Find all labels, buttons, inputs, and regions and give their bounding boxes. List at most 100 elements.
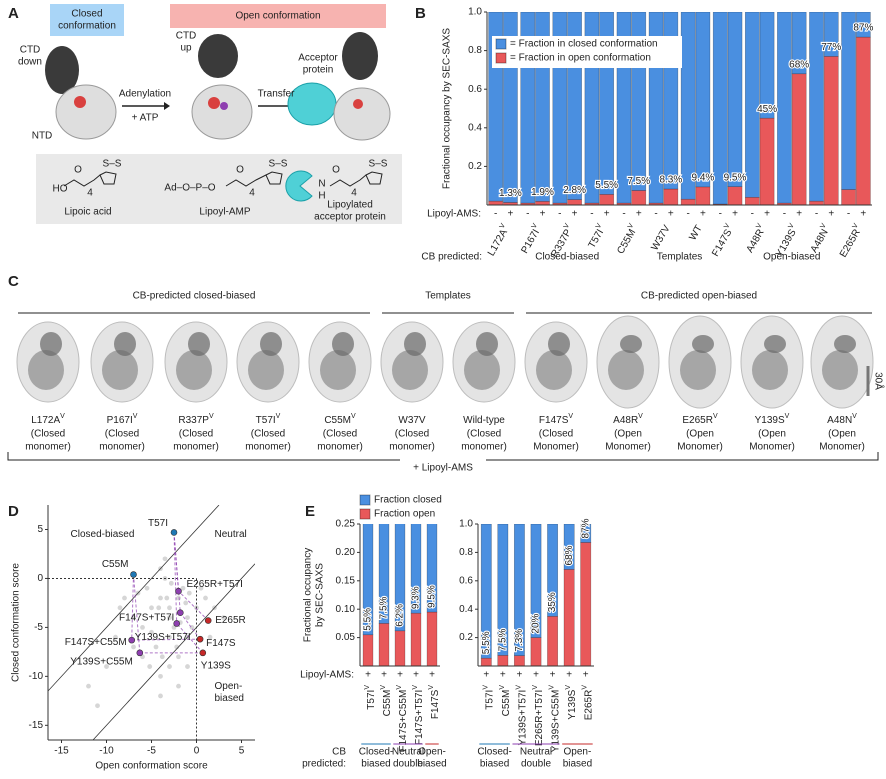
model-name-name: Y139S [755, 415, 785, 426]
group-label-sup: V [627, 222, 636, 230]
model-name: W37V [398, 415, 426, 426]
labeled-point [128, 636, 135, 644]
background-point [158, 595, 163, 601]
model-state: (Open [758, 429, 786, 440]
domain-label: CTD [176, 31, 197, 42]
region-boundary [92, 563, 255, 740]
treatment-sign: + [381, 670, 387, 681]
bar-segment [695, 186, 711, 205]
model-state: (Closed [179, 429, 213, 440]
bar-segment [759, 12, 775, 119]
bar-segment [378, 623, 390, 666]
mutation-link [131, 574, 134, 641]
model-state: (Closed [31, 429, 65, 440]
background-point [167, 664, 172, 669]
model-name: A48NV [827, 413, 857, 426]
value-label: 7.5% [627, 176, 650, 187]
labeled-point [173, 620, 180, 627]
legend-swatch [495, 52, 507, 64]
background-point [176, 654, 181, 660]
background-point [176, 595, 181, 601]
background-point [162, 556, 168, 562]
molecule-name: acceptor protein [314, 212, 386, 223]
model-name-name: E265R [682, 415, 713, 426]
category-label-name: T57I [366, 690, 377, 710]
bar-segment [855, 12, 871, 38]
y-tick-label: 0.2 [459, 632, 473, 643]
value-label: 20% [531, 613, 542, 633]
structure [188, 332, 210, 356]
category-label-name: E265R+T57I [534, 690, 545, 746]
value-label: 35% [547, 592, 558, 612]
structure [248, 350, 284, 390]
structure [260, 332, 282, 356]
x-tick-label: -15 [54, 746, 69, 757]
model-name-sup: V [351, 413, 356, 420]
model-name-name: F147S [539, 415, 569, 426]
region-boundary [48, 505, 220, 692]
model-name-sup: V [638, 413, 643, 420]
span-label: Closed- [477, 747, 511, 758]
structure [822, 350, 858, 390]
span-label: biased [563, 759, 592, 770]
bar-segment [791, 12, 807, 75]
structure [102, 350, 138, 390]
point-label: Y139S+C55M [70, 656, 133, 667]
ntd [55, 84, 117, 140]
structure [40, 332, 62, 356]
category-label: Y139S+C55MV [548, 685, 561, 753]
domain-label: NTD [32, 131, 53, 142]
value-label: 9.4% [692, 172, 715, 183]
bracket-gap [400, 455, 486, 467]
bar-segment [394, 524, 406, 632]
model-name-sup: V [133, 413, 138, 420]
bar-segment [695, 12, 711, 188]
category-label: F147S+T57IV [412, 685, 425, 745]
panel-letter: C [8, 273, 19, 290]
y-tick-label: -15 [29, 720, 44, 731]
bar-segment [823, 12, 839, 57]
y-tick-label: 0.20 [336, 547, 356, 558]
background-point [198, 585, 204, 591]
bar-segment [530, 637, 542, 666]
chem-label: 4 [87, 188, 93, 199]
bond [225, 174, 267, 187]
mutation-link [179, 612, 201, 640]
point-label: Y139S+T57I [135, 632, 191, 643]
model-state: Monomer) [533, 442, 579, 453]
value-label: 87% [853, 23, 873, 34]
category-label-name: Y139S+T57I [517, 690, 528, 746]
mutation-link [176, 623, 204, 654]
model-state: Monomer) [749, 442, 795, 453]
structure [536, 350, 572, 390]
ligand-label: + Lipoyl-AMS [413, 463, 473, 474]
treatment-sign: + [700, 209, 706, 220]
bar-segment [426, 524, 438, 613]
category-label-sup: V [412, 685, 419, 690]
y-tick-label: 0.8 [459, 547, 473, 558]
treatment-sign: + [413, 670, 419, 681]
bar-segment [394, 630, 406, 666]
step-label: Adenylation [119, 89, 171, 100]
structure [834, 335, 856, 353]
treatment-sign: + [533, 670, 539, 681]
category-label-sup: V [515, 685, 522, 690]
background-point [167, 615, 172, 621]
model-name-name: L172A [31, 415, 60, 426]
y-axis-label: Fractional occupancy by SEC-SAXS [442, 28, 453, 190]
legend-label: Fraction open [374, 509, 435, 520]
background-point [185, 664, 190, 669]
category-label: T57IV [364, 685, 377, 710]
acceptor-label: Acceptor [298, 53, 338, 64]
category-label: C55MV [499, 685, 512, 717]
group-label: T57IV [585, 222, 609, 250]
molecule-name: Lipoyl-AMP [199, 207, 250, 218]
bar-segment [513, 524, 525, 656]
chem-label: H [318, 191, 325, 202]
panel-letter: A [8, 5, 19, 22]
open-box [170, 4, 386, 28]
category-label: F147S+C55MV [396, 685, 409, 752]
group-label-name: C55M [615, 227, 638, 256]
treatment-sign: - [622, 209, 625, 220]
